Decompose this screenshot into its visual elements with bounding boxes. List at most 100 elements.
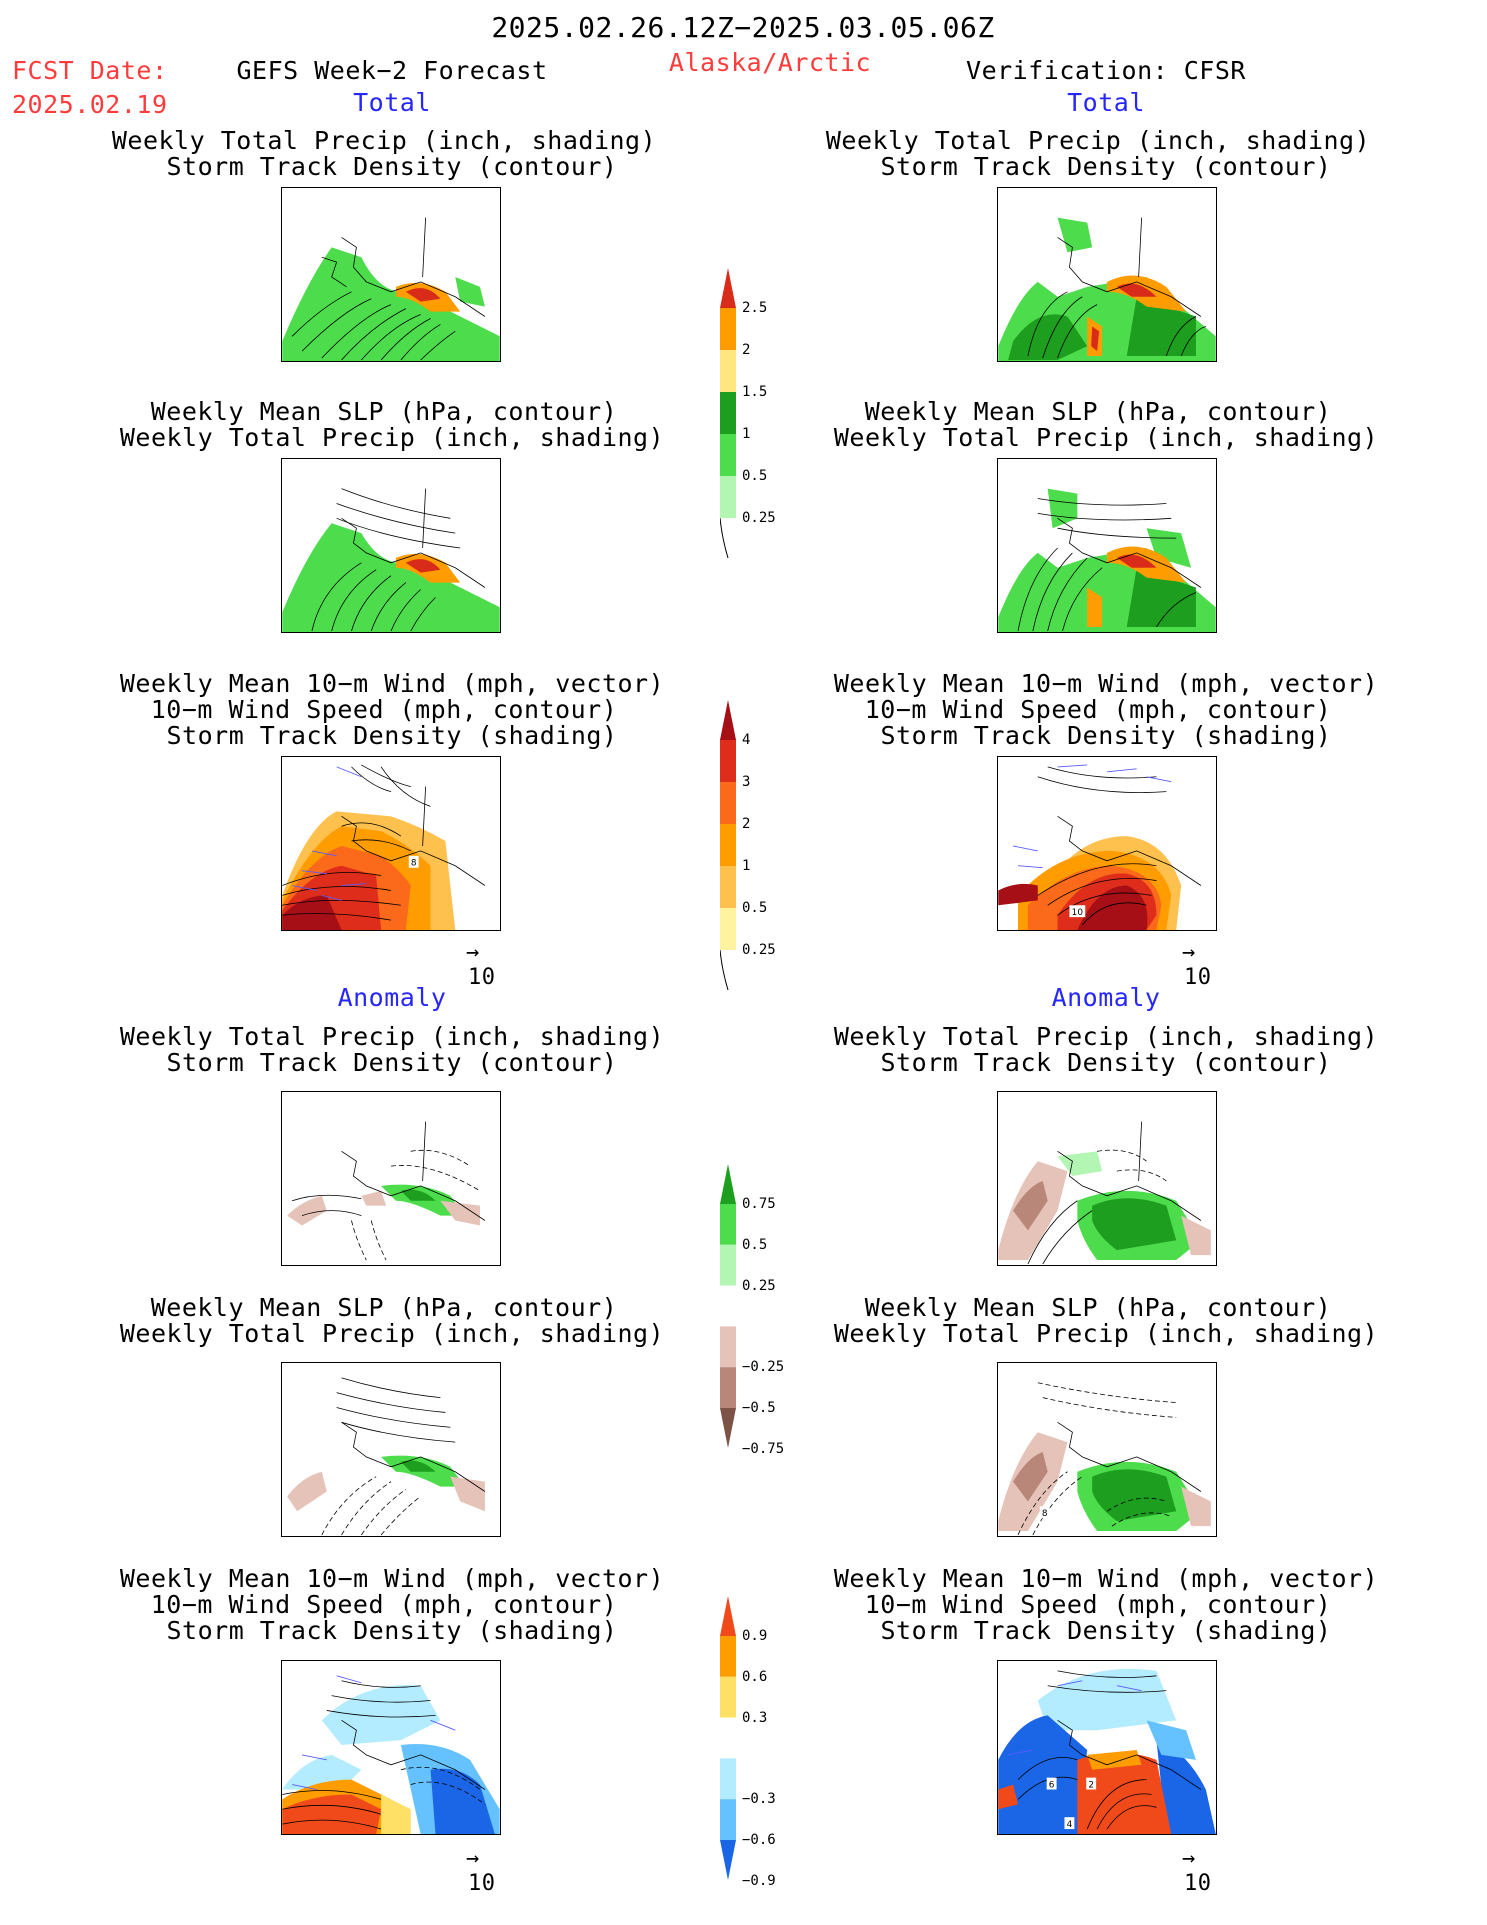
colorbar-label: 0.25 xyxy=(742,942,776,958)
panel-title: Weekly Total Precip (inch, shading) xyxy=(833,1319,1379,1348)
panel-title: Weekly Mean SLP (hPa, contour) xyxy=(864,397,1332,426)
colorbar-bottom-taper xyxy=(720,1408,736,1448)
colorbar-label: 0.6 xyxy=(742,1668,768,1685)
panel-title: Weekly Total Precip (inch, shading) xyxy=(119,423,665,452)
region-title: Alaska/Arctic xyxy=(668,48,872,77)
colorbar-segment xyxy=(720,740,736,782)
map-verification-total-wind-storm: 10 xyxy=(997,756,1217,931)
map-forecast-anomaly-wind-storm xyxy=(281,1660,501,1835)
colorbar-segment xyxy=(720,476,736,518)
panel-title: Weekly Total Precip (inch, shading) xyxy=(119,1022,665,1051)
section-total-right: Total xyxy=(1067,88,1145,117)
vector-reference-value: 10 xyxy=(468,1871,496,1896)
panel-title: Weekly Total Precip (inch, shading) xyxy=(833,423,1379,452)
colorbar-label: 2 xyxy=(742,342,751,358)
panel-title: Weekly Mean 10−m Wind (mph, vector) xyxy=(119,1564,665,1593)
colorbar-segment xyxy=(720,1676,736,1718)
colorbar-segment xyxy=(720,1717,736,1759)
colorbar-segment xyxy=(720,350,736,392)
contour-label: 6 xyxy=(1049,1781,1055,1791)
vector-reference-arrow: → xyxy=(1182,940,1196,965)
colorbar-label: 0.3 xyxy=(742,1709,768,1726)
colorbar-label: 0.5 xyxy=(742,900,768,916)
contour-label: 4 xyxy=(1067,1820,1073,1830)
vector-reference-value: 10 xyxy=(1184,1871,1212,1896)
map-verification-total-precip-storm xyxy=(997,187,1217,362)
vector-reference-arrow: → xyxy=(466,940,480,965)
panel-title: Storm Track Density (shading) xyxy=(880,721,1332,750)
vector-reference-arrow: → xyxy=(1182,1846,1196,1871)
map-verification-total-slp-precip xyxy=(997,458,1217,633)
colorbar-segment xyxy=(720,434,736,476)
colorbar-svg xyxy=(720,1164,736,1448)
colorbar-segment xyxy=(720,866,736,908)
panel-title: Weekly Mean SLP (hPa, contour) xyxy=(864,1293,1332,1322)
map-verification-anomaly-slp-precip: 8 xyxy=(997,1362,1217,1537)
colorbar-label: −0.9 xyxy=(742,1872,776,1889)
panel-title: Storm Track Density (contour) xyxy=(880,152,1332,181)
panel-title: Storm Track Density (contour) xyxy=(166,1048,618,1077)
colorbar-segment xyxy=(720,1244,736,1286)
panel-title: Storm Track Density (contour) xyxy=(166,152,618,181)
colorbar-segment xyxy=(720,1285,736,1327)
colorbar-label: 4 xyxy=(742,732,751,748)
colorbar-label: 2 xyxy=(742,816,751,832)
section-total-left: Total xyxy=(353,88,431,117)
map-forecast-total-slp-precip xyxy=(281,458,501,633)
map-verification-anomaly-wind-storm: 6 2 4 xyxy=(997,1660,1217,1835)
colorbar-svg xyxy=(720,700,736,990)
colorbar-label: −0.5 xyxy=(742,1400,776,1416)
map-verification-anomaly-precip-storm xyxy=(997,1091,1217,1266)
section-anomaly-right: Anomaly xyxy=(1051,983,1161,1012)
fcst-date-value: 2025.02.19 xyxy=(12,90,168,119)
panel-title: 10−m Wind Speed (mph, contour) xyxy=(150,1590,618,1619)
panel-title: 10−m Wind Speed (mph, contour) xyxy=(864,695,1332,724)
panel-title: Weekly Mean SLP (hPa, contour) xyxy=(150,397,618,426)
colorbar-storm-density-total: 4 3 2 1 0.5 0.25 xyxy=(720,700,800,990)
section-anomaly-left: Anomaly xyxy=(337,983,447,1012)
forecast-model-title: GEFS Week−2 Forecast xyxy=(236,56,548,85)
colorbar-label: −0.25 xyxy=(742,1359,785,1376)
colorbar-tail xyxy=(720,517,729,558)
colorbar-label: 0.9 xyxy=(742,1628,768,1644)
colorbar-segment xyxy=(720,782,736,824)
panel-title: 10−m Wind Speed (mph, contour) xyxy=(864,1590,1332,1619)
colorbar-label: 1.5 xyxy=(742,384,768,400)
colorbar-storm-density-anomaly: 0.9 0.6 0.3 −0.3 −0.6 −0.9 xyxy=(720,1596,800,1889)
colorbar-label: 0.5 xyxy=(742,468,768,484)
panel-title: Weekly Total Precip (inch, shading) xyxy=(825,126,1371,155)
colorbar-segment xyxy=(720,392,736,434)
colorbar-top-taper xyxy=(720,1164,736,1204)
panel-title: Storm Track Density (contour) xyxy=(880,1048,1332,1077)
panel-title: Weekly Total Precip (inch, shading) xyxy=(833,1022,1379,1051)
contour-label: 8 xyxy=(411,859,417,869)
panel-title: Storm Track Density (shading) xyxy=(166,721,618,750)
colorbar-top-taper xyxy=(720,700,736,740)
map-forecast-total-precip-storm xyxy=(281,187,501,362)
colorbar-segment xyxy=(720,1636,736,1677)
contour-label: 2 xyxy=(1088,1781,1094,1791)
map-forecast-anomaly-precip-storm xyxy=(281,1091,501,1266)
colorbar-tail xyxy=(720,949,729,990)
colorbar-precip-anomaly: 0.75 0.5 0.25 −0.25 −0.5 −0.75 xyxy=(720,1164,800,1457)
colorbar-top-taper xyxy=(720,268,736,308)
vector-reference-arrow: → xyxy=(466,1846,480,1871)
vector-reference-value: 10 xyxy=(468,965,496,990)
contour-label: 8 xyxy=(1042,1509,1048,1519)
colorbar-label: 0.75 xyxy=(742,1196,776,1212)
colorbar-segment xyxy=(720,908,736,950)
colorbar-label: 1 xyxy=(742,426,751,442)
colorbar-segment xyxy=(720,308,736,350)
colorbar-segment xyxy=(720,824,736,866)
colorbar-label: 0.25 xyxy=(742,1277,776,1294)
colorbar-label: −0.3 xyxy=(742,1791,776,1808)
colorbar-top-taper xyxy=(720,1596,736,1636)
panel-title: Weekly Mean SLP (hPa, contour) xyxy=(150,1293,618,1322)
panel-title: Weekly Total Precip (inch, shading) xyxy=(111,126,657,155)
colorbar-label: 1 xyxy=(742,858,751,874)
colorbar-label: 2.5 xyxy=(742,300,768,316)
colorbar-bottom-taper xyxy=(720,1840,736,1880)
map-forecast-total-wind-storm: 8 xyxy=(281,756,501,931)
colorbar-segment xyxy=(720,1326,736,1368)
colorbar-label: −0.75 xyxy=(742,1440,785,1457)
